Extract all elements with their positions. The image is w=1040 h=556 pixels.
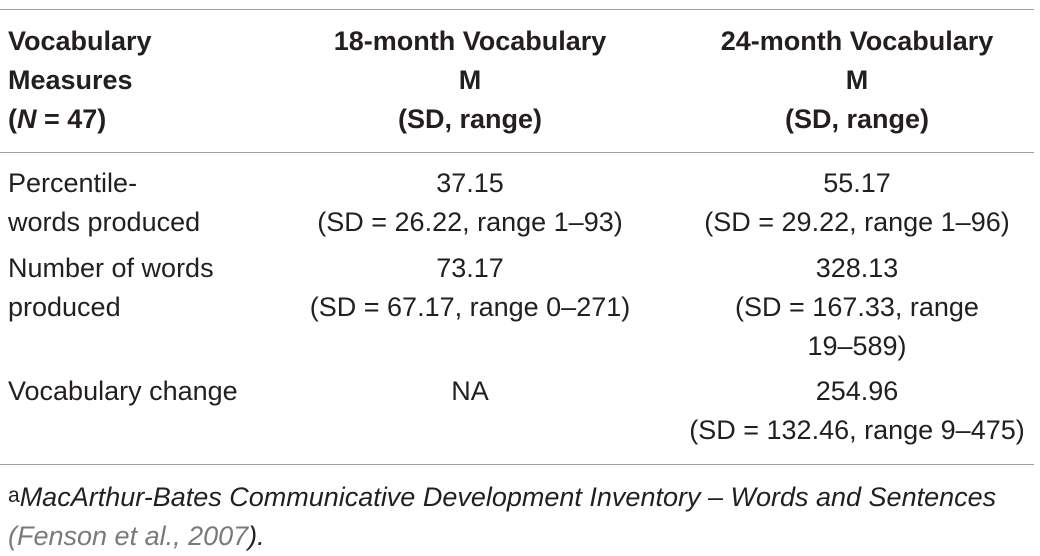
table-cell-24m: 55.17 (SD = 29.22, range 1–96) <box>704 168 1010 237</box>
table-footnote: aMacArthur-Bates Communicative Developme… <box>8 482 997 551</box>
footnote-citation-link[interactable]: Fenson et al., 2007 <box>17 521 249 551</box>
table-header-rule <box>0 152 1034 153</box>
footnote-text: MacArthur-Bates Communicative Developmen… <box>19 482 997 512</box>
table-bottom-rule <box>0 464 1034 465</box>
header-18-month: 18-month Vocabulary M (SD, range) <box>285 22 655 139</box>
table-cell-18m: NA <box>451 376 489 406</box>
table-cell-24m: 328.13 (SD = 167.33, range 19–589) <box>735 253 979 361</box>
table-row-label: Percentile- words produced <box>8 168 201 237</box>
header-24-month: 24-month Vocabulary M (SD, range) <box>672 22 1040 139</box>
header-col3-line2: M <box>845 65 869 95</box>
table-cell-18m: 37.15 (SD = 26.22, range 1–93) <box>317 168 623 237</box>
header-col2-line2: M <box>458 65 482 95</box>
header-col1-line2: Measures <box>8 65 133 95</box>
table-row-label: Vocabulary change <box>8 376 238 406</box>
header-col2-line1: 18-month Vocabulary <box>333 26 607 56</box>
table-top-rule <box>0 9 1034 10</box>
header-col1-line1: Vocabulary <box>8 26 152 56</box>
table-cell-24m: 254.96 (SD = 132.46, range 9–475) <box>689 376 1025 445</box>
table-cell-18m: 73.17 (SD = 67.17, range 0–271) <box>309 253 631 322</box>
header-col3-line1: 24-month Vocabulary <box>720 26 994 56</box>
n-symbol: N <box>17 104 37 134</box>
table-row-label: Number of words produced <box>8 253 214 322</box>
header-col1-line3: (N = 47) <box>8 104 107 134</box>
footnote-marker: a <box>8 484 20 507</box>
header-col3-line3: (SD, range) <box>784 104 930 134</box>
header-col2-line3: (SD, range) <box>397 104 543 134</box>
header-vocabulary-measures: Vocabulary Measures (N = 47) <box>8 22 278 139</box>
